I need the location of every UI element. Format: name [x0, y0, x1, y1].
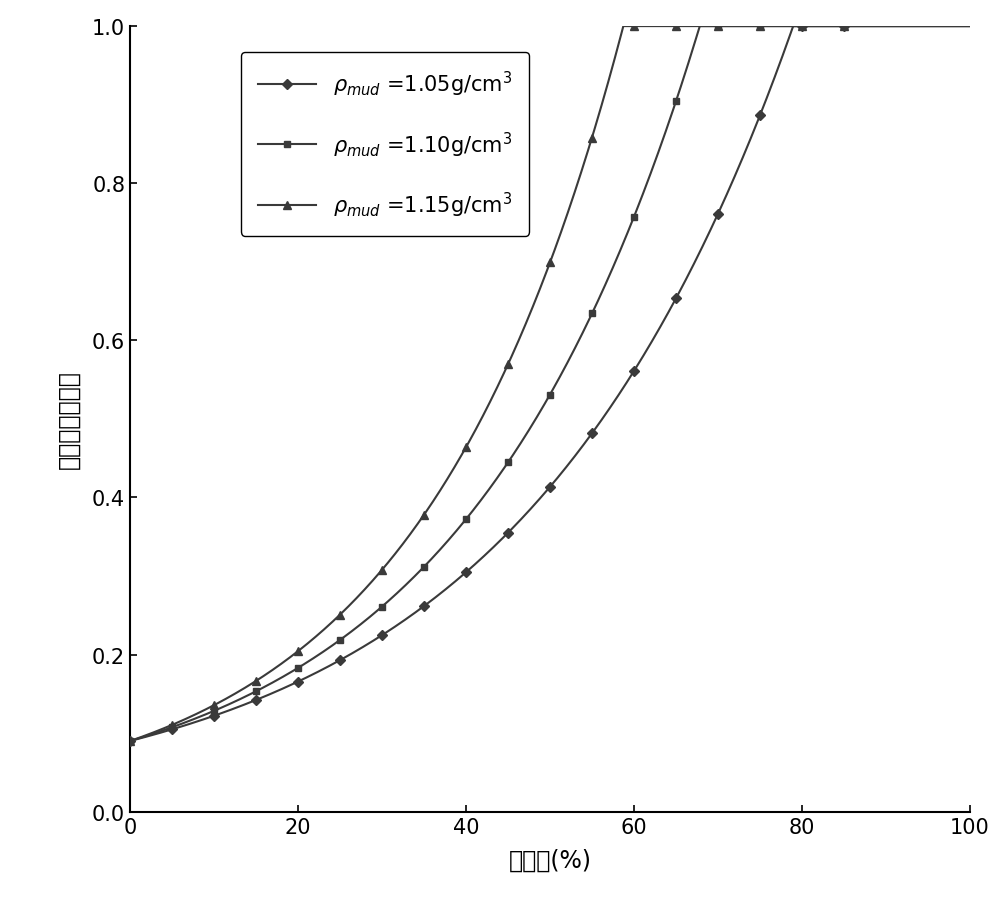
$\rho_{mud}$ =1.10g/cm$^3$ — [334, 635, 346, 646]
$\rho_{mud}$ =1.05g/cm$^3$ — [460, 567, 472, 578]
$\rho_{mud}$ =1.10g/cm$^3$ — [670, 97, 682, 107]
$\rho_{mud}$ =1.05g/cm$^3$ — [712, 209, 724, 220]
$\rho_{mud}$ =1.15g/cm$^3$ — [712, 22, 724, 32]
$\rho_{mud}$ =1.15g/cm$^3$ — [586, 133, 598, 143]
$\rho_{mud}$ =1.10g/cm$^3$ — [586, 308, 598, 319]
$\rho_{mud}$ =1.05g/cm$^3$ — [502, 528, 514, 538]
$\rho_{mud}$ =1.10g/cm$^3$ — [250, 686, 262, 697]
$\rho_{mud}$ =1.05g/cm$^3$ — [292, 676, 304, 687]
$\rho_{mud}$ =1.05g/cm$^3$ — [628, 366, 640, 377]
$\rho_{mud}$ =1.10g/cm$^3$ — [712, 22, 724, 32]
Line: $\rho_{mud}$ =1.10g/cm$^3$: $\rho_{mud}$ =1.10g/cm$^3$ — [127, 23, 847, 745]
$\rho_{mud}$ =1.05g/cm$^3$ — [670, 293, 682, 304]
$\rho_{mud}$ =1.05g/cm$^3$ — [166, 724, 178, 735]
$\rho_{mud}$ =1.15g/cm$^3$ — [166, 720, 178, 731]
$\rho_{mud}$ =1.05g/cm$^3$ — [208, 711, 220, 722]
$\rho_{mud}$ =1.10g/cm$^3$ — [376, 602, 388, 612]
$\rho_{mud}$ =1.15g/cm$^3$ — [208, 700, 220, 711]
$\rho_{mud}$ =1.05g/cm$^3$ — [418, 601, 430, 612]
$\rho_{mud}$ =1.10g/cm$^3$ — [544, 390, 556, 400]
$\rho_{mud}$ =1.10g/cm$^3$ — [418, 562, 430, 573]
X-axis label: 扩径率(%): 扩径率(%) — [509, 848, 592, 871]
$\rho_{mud}$ =1.15g/cm$^3$ — [334, 610, 346, 621]
$\rho_{mud}$ =1.15g/cm$^3$ — [544, 258, 556, 269]
$\rho_{mud}$ =1.05g/cm$^3$ — [250, 695, 262, 705]
$\rho_{mud}$ =1.15g/cm$^3$ — [628, 22, 640, 32]
Y-axis label: 泥浆视几何因子: 泥浆视几何因子 — [57, 370, 81, 469]
$\rho_{mud}$ =1.15g/cm$^3$ — [460, 442, 472, 453]
$\rho_{mud}$ =1.05g/cm$^3$ — [334, 655, 346, 666]
$\rho_{mud}$ =1.15g/cm$^3$ — [250, 676, 262, 686]
$\rho_{mud}$ =1.10g/cm$^3$ — [502, 457, 514, 468]
$\rho_{mud}$ =1.15g/cm$^3$ — [418, 510, 430, 520]
Legend: $\rho_{mud}$ =1.05g/cm$^3$, $\rho_{mud}$ =1.10g/cm$^3$, $\rho_{mud}$ =1.15g/cm$^: $\rho_{mud}$ =1.05g/cm$^3$, $\rho_{mud}$… — [241, 53, 529, 236]
$\rho_{mud}$ =1.15g/cm$^3$ — [124, 736, 136, 747]
$\rho_{mud}$ =1.05g/cm$^3$ — [544, 482, 556, 492]
$\rho_{mud}$ =1.10g/cm$^3$ — [796, 22, 808, 32]
Line: $\rho_{mud}$ =1.05g/cm$^3$: $\rho_{mud}$ =1.05g/cm$^3$ — [127, 23, 847, 745]
$\rho_{mud}$ =1.15g/cm$^3$ — [292, 646, 304, 657]
$\rho_{mud}$ =1.10g/cm$^3$ — [208, 705, 220, 716]
$\rho_{mud}$ =1.05g/cm$^3$ — [754, 111, 766, 122]
$\rho_{mud}$ =1.15g/cm$^3$ — [838, 22, 850, 32]
$\rho_{mud}$ =1.10g/cm$^3$ — [754, 22, 766, 32]
$\rho_{mud}$ =1.15g/cm$^3$ — [502, 360, 514, 371]
$\rho_{mud}$ =1.10g/cm$^3$ — [838, 22, 850, 32]
$\rho_{mud}$ =1.15g/cm$^3$ — [754, 22, 766, 32]
$\rho_{mud}$ =1.05g/cm$^3$ — [586, 428, 598, 439]
$\rho_{mud}$ =1.15g/cm$^3$ — [670, 22, 682, 32]
$\rho_{mud}$ =1.10g/cm$^3$ — [166, 722, 178, 732]
$\rho_{mud}$ =1.10g/cm$^3$ — [628, 212, 640, 223]
$\rho_{mud}$ =1.05g/cm$^3$ — [376, 630, 388, 641]
$\rho_{mud}$ =1.10g/cm$^3$ — [124, 736, 136, 747]
$\rho_{mud}$ =1.10g/cm$^3$ — [292, 663, 304, 674]
$\rho_{mud}$ =1.10g/cm$^3$ — [460, 514, 472, 525]
$\rho_{mud}$ =1.15g/cm$^3$ — [376, 565, 388, 575]
$\rho_{mud}$ =1.05g/cm$^3$ — [796, 22, 808, 32]
$\rho_{mud}$ =1.15g/cm$^3$ — [796, 22, 808, 32]
Line: $\rho_{mud}$ =1.15g/cm$^3$: $\rho_{mud}$ =1.15g/cm$^3$ — [126, 23, 848, 745]
$\rho_{mud}$ =1.05g/cm$^3$ — [124, 736, 136, 747]
$\rho_{mud}$ =1.05g/cm$^3$ — [838, 22, 850, 32]
